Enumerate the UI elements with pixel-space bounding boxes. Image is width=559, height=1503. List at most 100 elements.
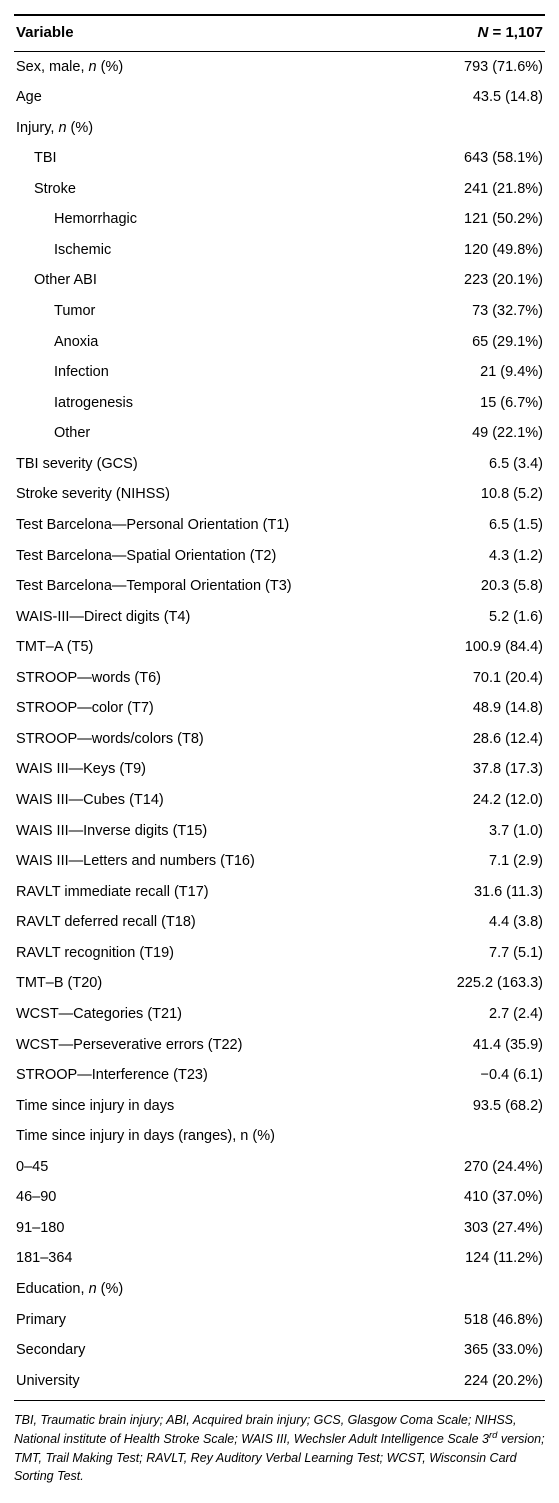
row-value: 31.6 (11.3) xyxy=(415,877,545,908)
row-value: 20.3 (5.8) xyxy=(415,572,545,603)
row-value: 643 (58.1%) xyxy=(415,144,545,175)
row-value: 4.4 (3.8) xyxy=(415,908,545,939)
header-n-italic: N xyxy=(478,24,489,41)
row-label: STROOP—words (T6) xyxy=(14,663,415,694)
row-label: 0–45 xyxy=(14,1152,415,1183)
row-label: WAIS III—Letters and numbers (T16) xyxy=(14,847,415,878)
row-value: 28.6 (12.4) xyxy=(415,724,545,755)
row-label: Primary xyxy=(14,1305,415,1336)
row-label: Stroke xyxy=(14,174,415,205)
table-row: Stroke241 (21.8%) xyxy=(14,174,545,205)
row-value: 70.1 (20.4) xyxy=(415,663,545,694)
row-value: 93.5 (68.2) xyxy=(415,1091,545,1122)
row-value xyxy=(415,1275,545,1306)
row-value: 48.9 (14.8) xyxy=(415,694,545,725)
table-row: RAVLT immediate recall (T17)31.6 (11.3) xyxy=(14,877,545,908)
row-value: 4.3 (1.2) xyxy=(415,541,545,572)
table-row: WCST—Categories (T21)2.7 (2.4) xyxy=(14,999,545,1030)
row-value: 37.8 (17.3) xyxy=(415,755,545,786)
row-value: 223 (20.1%) xyxy=(415,266,545,297)
table-row: Other49 (22.1%) xyxy=(14,419,545,450)
row-value: 7.1 (2.9) xyxy=(415,847,545,878)
row-value: 121 (50.2%) xyxy=(415,205,545,236)
row-label: Injury, n (%) xyxy=(14,113,415,144)
row-value xyxy=(415,113,545,144)
row-value: 24.2 (12.0) xyxy=(415,786,545,817)
row-label: WAIS III—Inverse digits (T15) xyxy=(14,816,415,847)
table-row: Iatrogenesis15 (6.7%) xyxy=(14,388,545,419)
table-row: TBI severity (GCS)6.5 (3.4) xyxy=(14,449,545,480)
table-row: Infection21 (9.4%) xyxy=(14,358,545,389)
table-row: RAVLT recognition (T19)7.7 (5.1) xyxy=(14,938,545,969)
row-label: Sex, male, n (%) xyxy=(14,52,415,83)
table-footnote: TBI, Traumatic brain injury; ABI, Acquir… xyxy=(14,1401,545,1485)
row-value: 120 (49.8%) xyxy=(415,235,545,266)
row-label: Test Barcelona—Temporal Orientation (T3) xyxy=(14,572,415,603)
table-row: Test Barcelona—Personal Orientation (T1)… xyxy=(14,510,545,541)
table-row: TMT–B (T20)225.2 (163.3) xyxy=(14,969,545,1000)
row-label: Ischemic xyxy=(14,235,415,266)
row-label: STROOP—Interference (T23) xyxy=(14,1061,415,1092)
table-row: Sex, male, n (%)793 (71.6%) xyxy=(14,52,545,83)
row-value: 43.5 (14.8) xyxy=(415,83,545,114)
page: Variable N = 1,107 Sex, male, n (%)793 (… xyxy=(0,0,559,1503)
row-value xyxy=(415,1122,545,1153)
table-row: Age43.5 (14.8) xyxy=(14,83,545,114)
table-row: Stroke severity (NIHSS)10.8 (5.2) xyxy=(14,480,545,511)
row-label: Time since injury in days xyxy=(14,1091,415,1122)
row-label: WAIS III—Cubes (T14) xyxy=(14,786,415,817)
row-value: 518 (46.8%) xyxy=(415,1305,545,1336)
table-row: WAIS III—Keys (T9)37.8 (17.3) xyxy=(14,755,545,786)
row-value: 7.7 (5.1) xyxy=(415,938,545,969)
table-row: STROOP—words/colors (T8)28.6 (12.4) xyxy=(14,724,545,755)
row-value: 65 (29.1%) xyxy=(415,327,545,358)
row-label: STROOP—words/colors (T8) xyxy=(14,724,415,755)
table-row: 0–45270 (24.4%) xyxy=(14,1152,545,1183)
row-label: Tumor xyxy=(14,297,415,328)
row-label: Age xyxy=(14,83,415,114)
row-label: Hemorrhagic xyxy=(14,205,415,236)
table-row: WAIS III—Letters and numbers (T16)7.1 (2… xyxy=(14,847,545,878)
row-label: 91–180 xyxy=(14,1213,415,1244)
row-value: 10.8 (5.2) xyxy=(415,480,545,511)
row-label: RAVLT recognition (T19) xyxy=(14,938,415,969)
row-label: RAVLT immediate recall (T17) xyxy=(14,877,415,908)
row-label: Test Barcelona—Spatial Orientation (T2) xyxy=(14,541,415,572)
table-row: Injury, n (%) xyxy=(14,113,545,144)
row-value: 5.2 (1.6) xyxy=(415,602,545,633)
row-value: 270 (24.4%) xyxy=(415,1152,545,1183)
row-label: TBI severity (GCS) xyxy=(14,449,415,480)
row-label: Stroke severity (NIHSS) xyxy=(14,480,415,511)
table-row: WCST—Perseverative errors (T22)41.4 (35.… xyxy=(14,1030,545,1061)
table-row: Hemorrhagic121 (50.2%) xyxy=(14,205,545,236)
table-row: University224 (20.2%) xyxy=(14,1366,545,1401)
row-label: WAIS III—Keys (T9) xyxy=(14,755,415,786)
row-label: TMT–B (T20) xyxy=(14,969,415,1000)
row-label: 46–90 xyxy=(14,1183,415,1214)
row-value: 225.2 (163.3) xyxy=(415,969,545,1000)
row-label: WCST—Perseverative errors (T22) xyxy=(14,1030,415,1061)
table-row: Other ABI223 (20.1%) xyxy=(14,266,545,297)
data-table: Variable N = 1,107 Sex, male, n (%)793 (… xyxy=(14,14,545,1401)
row-value: 21 (9.4%) xyxy=(415,358,545,389)
table-row: Tumor73 (32.7%) xyxy=(14,297,545,328)
row-label: Anoxia xyxy=(14,327,415,358)
row-value: 15 (6.7%) xyxy=(415,388,545,419)
table-row: RAVLT deferred recall (T18)4.4 (3.8) xyxy=(14,908,545,939)
table-row: 181–364124 (11.2%) xyxy=(14,1244,545,1275)
row-label: Iatrogenesis xyxy=(14,388,415,419)
table-row: Education, n (%) xyxy=(14,1275,545,1306)
row-value: 241 (21.8%) xyxy=(415,174,545,205)
row-label: STROOP—color (T7) xyxy=(14,694,415,725)
row-label: Other xyxy=(14,419,415,450)
table-header-row: Variable N = 1,107 xyxy=(14,15,545,52)
table-row: Ischemic120 (49.8%) xyxy=(14,235,545,266)
table-row: WAIS-III—Direct digits (T4)5.2 (1.6) xyxy=(14,602,545,633)
table-row: STROOP—Interference (T23)−0.4 (6.1) xyxy=(14,1061,545,1092)
row-label: Test Barcelona—Personal Orientation (T1) xyxy=(14,510,415,541)
row-label: University xyxy=(14,1366,415,1401)
row-value: −0.4 (6.1) xyxy=(415,1061,545,1092)
row-label: Infection xyxy=(14,358,415,389)
row-label: WAIS-III—Direct digits (T4) xyxy=(14,602,415,633)
row-value: 793 (71.6%) xyxy=(415,52,545,83)
